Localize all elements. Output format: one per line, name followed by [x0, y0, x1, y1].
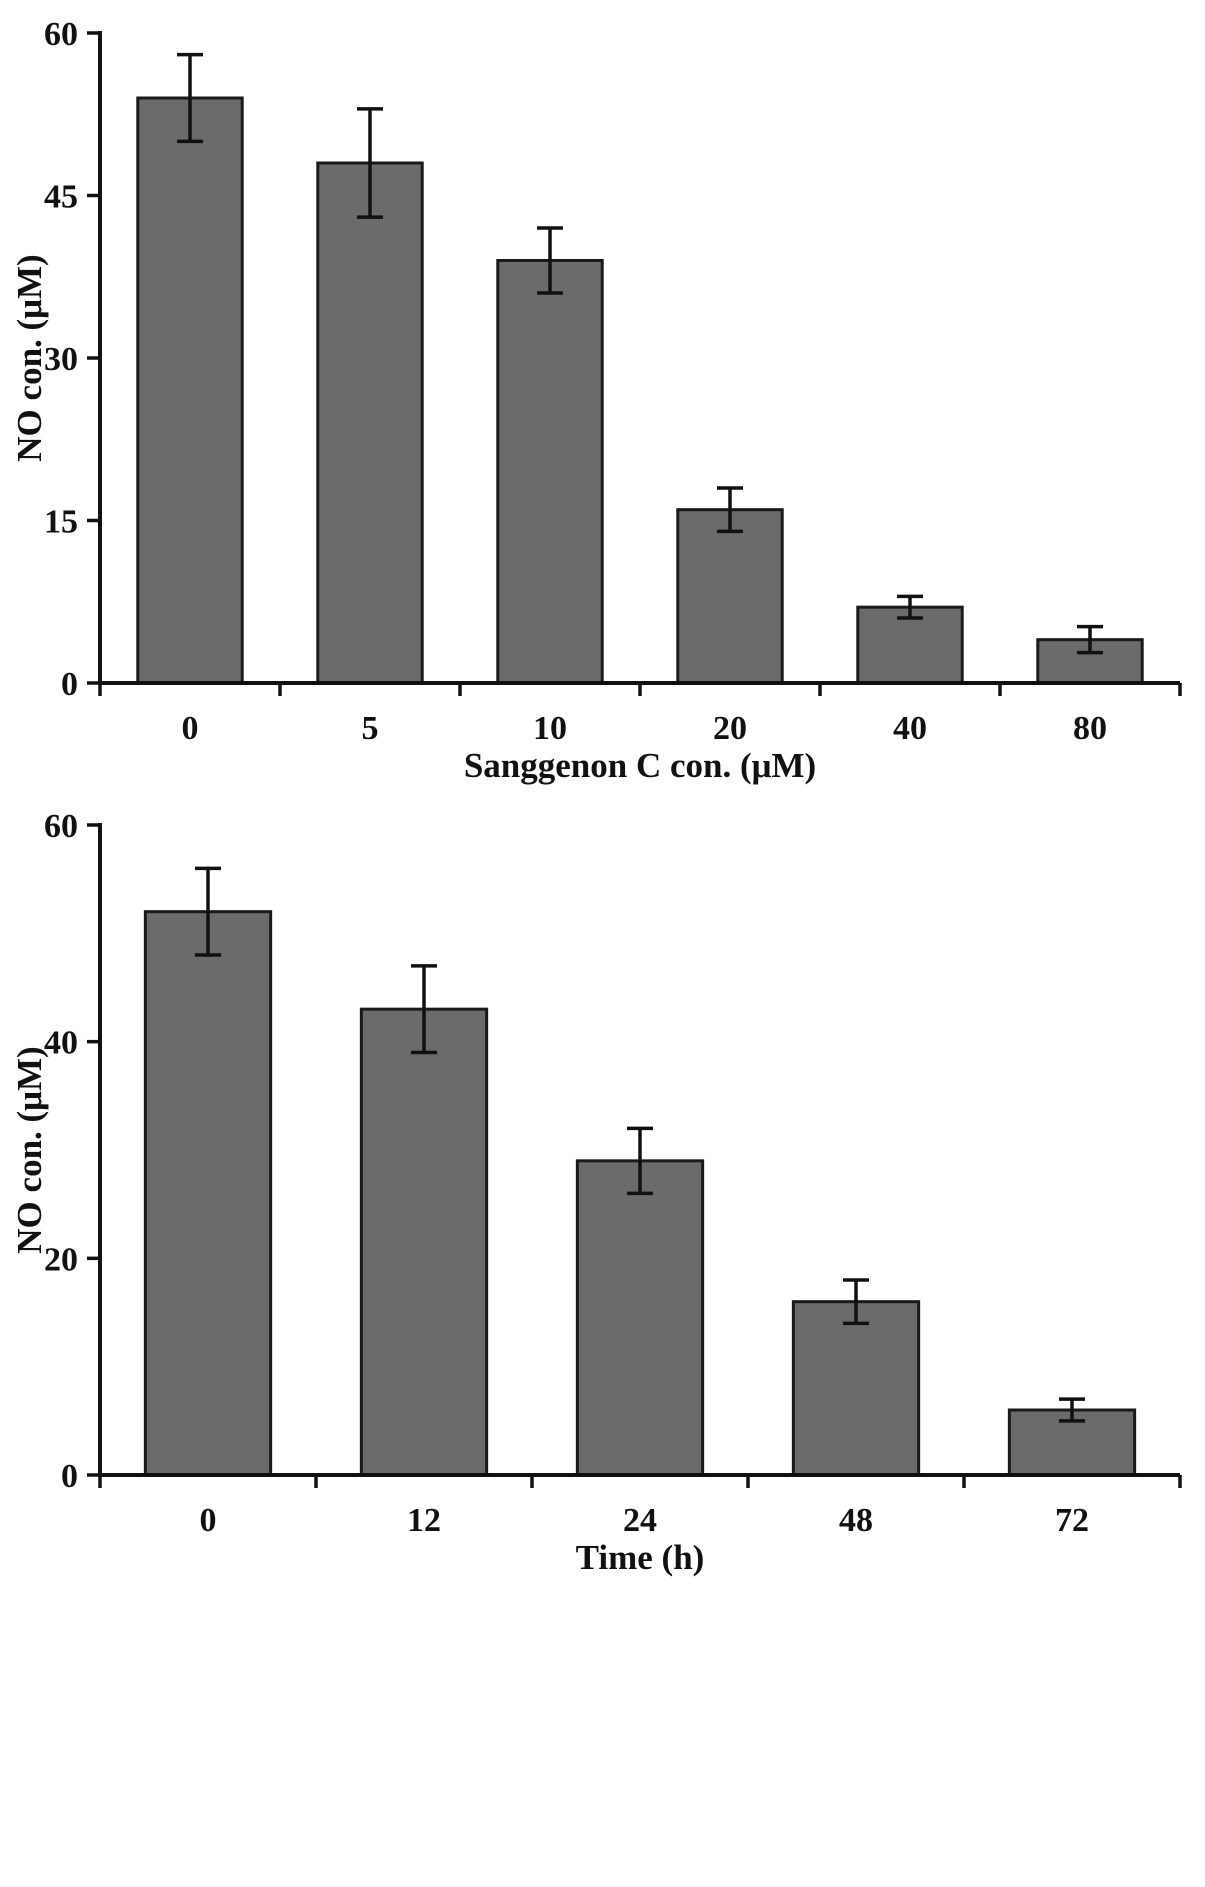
y-tick-label: 40 [44, 1025, 78, 1062]
bar [136, 96, 244, 685]
x-category-label: 0 [182, 710, 199, 743]
x-axis-label: Time (h) [575, 1538, 705, 1577]
x-category-label: 20 [713, 710, 747, 743]
x-category-label: 48 [839, 1502, 873, 1535]
x-category-label: 80 [1073, 710, 1107, 743]
bar-chart-dose-response: NO con. (μM) 0 15 30 45 60 0 5 10 20 40 80 Sanggen… [0, 8, 1205, 798]
x-category-label: 72 [1055, 1502, 1089, 1535]
x-category-label: 24 [623, 1502, 657, 1535]
x-category-label: 0 [200, 1502, 217, 1535]
y-tick-label: 60 [44, 808, 78, 845]
y-tick-label: 0 [61, 666, 78, 703]
bar [856, 605, 964, 685]
bar [316, 161, 424, 685]
y-tick-label: 0 [61, 1458, 78, 1495]
y-tick-label: 45 [44, 179, 78, 216]
x-category-label: 10 [533, 710, 567, 743]
plot-area-time: 0 20 40 60 0 12 24 48 72 [44, 808, 1182, 1535]
x-category-label: 5 [362, 710, 379, 743]
x-category-label: 40 [893, 710, 927, 743]
bar [791, 1300, 921, 1477]
bar-chart-time-course: NO con. (μM) 0 20 40 60 0 12 24 48 72 Time (h) [0, 800, 1205, 1590]
bar [575, 1159, 705, 1477]
x-category-label: 12 [407, 1502, 441, 1535]
y-tick-label: 20 [44, 1241, 78, 1278]
y-tick-label: 15 [44, 504, 78, 541]
bar [143, 910, 273, 1477]
y-tick-label: 60 [44, 16, 78, 53]
y-tick-label: 30 [44, 341, 78, 378]
bar [676, 508, 784, 685]
bar [359, 1007, 489, 1477]
x-axis-label: Sanggenon C con. (μM) [463, 746, 817, 785]
plot-area-dose: 0 15 30 45 60 0 5 10 20 40 80 [44, 16, 1182, 743]
bar [496, 259, 604, 685]
